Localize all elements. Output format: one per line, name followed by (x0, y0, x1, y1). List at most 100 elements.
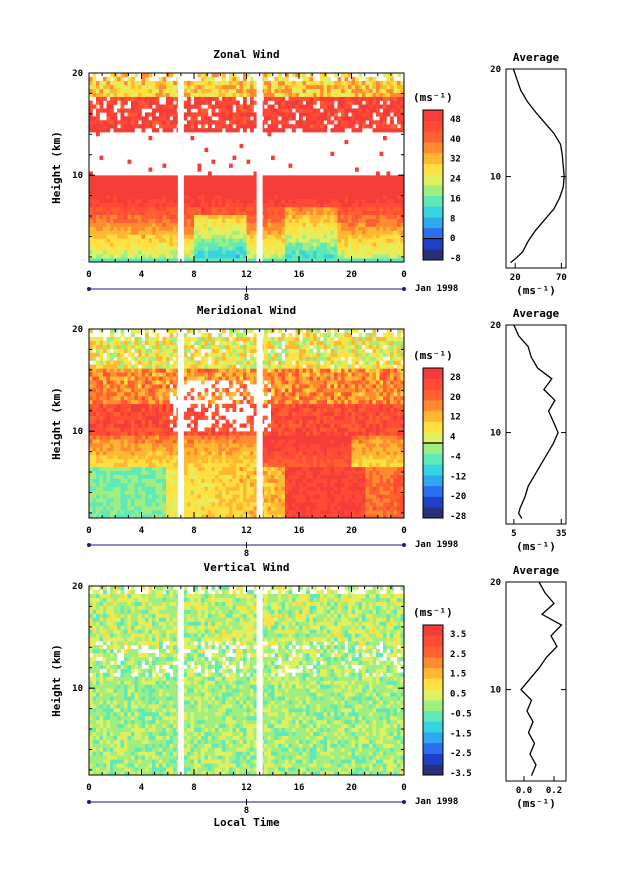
heatmap-cell (166, 179, 170, 184)
heatmap-cell (120, 443, 125, 448)
heatmap-cell (96, 80, 100, 86)
heatmap-cell (155, 80, 160, 86)
heatmap-cell (103, 455, 107, 460)
heatmap-cell (96, 514, 100, 519)
heatmap-cell (379, 202, 384, 208)
heatmap-cell (92, 128, 97, 133)
heatmap-cell (96, 191, 100, 196)
heatmap-cell (306, 191, 310, 196)
heatmap-cell (113, 490, 118, 495)
heatmap-cell (295, 230, 300, 235)
heatmap-cell (127, 482, 132, 487)
heatmap-cell (110, 478, 114, 483)
heatmap-cell (96, 96, 100, 101)
heatmap-cell (96, 195, 100, 200)
heatmap-cell (190, 490, 195, 495)
heatmap-cell (295, 258, 300, 263)
heatmap-cell (239, 84, 244, 90)
heatmap-cell (145, 214, 149, 219)
heatmap-cell (124, 218, 128, 223)
heatmap-cell (229, 447, 233, 452)
heatmap-cell (292, 210, 296, 216)
heatmap-cell (225, 490, 230, 495)
heatmap-cell (124, 191, 128, 196)
heatmap-cell (124, 206, 128, 212)
heatmap-cell (229, 80, 233, 86)
heatmap-cell (229, 226, 233, 231)
heatmap-cell (103, 451, 107, 456)
heatmap-cell (99, 120, 104, 125)
heatmap-cell (190, 187, 195, 192)
heatmap-cell (362, 108, 366, 113)
heatmap-cell (341, 128, 345, 133)
heatmap-cell (236, 206, 240, 212)
heatmap-cell (229, 466, 233, 472)
heatmap-cell (372, 502, 377, 507)
heatmap-cell (334, 88, 338, 93)
heatmap-cell (148, 199, 153, 204)
heatmap-cell (295, 238, 300, 243)
heatmap-cell (306, 76, 310, 82)
heatmap-cell (103, 498, 107, 503)
heatmap-cell (124, 175, 128, 180)
heatmap-cell (376, 199, 380, 204)
heatmap-cell (341, 250, 345, 255)
heatmap-cell (355, 498, 359, 503)
heatmap-cell (344, 112, 349, 117)
heatmap-cell (243, 104, 247, 109)
heatmap-cell (103, 462, 107, 468)
heatmap-cell (103, 494, 107, 499)
heatmap-cell (351, 195, 356, 200)
heatmap-cell (103, 226, 107, 231)
heatmap-cell (127, 128, 132, 133)
heatmap-cell (334, 179, 338, 184)
heatmap-cell (320, 246, 324, 251)
heatmap-cell (323, 242, 328, 247)
heatmap-cell (155, 258, 160, 263)
heatmap-cell (218, 210, 223, 216)
heatmap-cell (372, 108, 377, 113)
heatmap-cell (229, 474, 233, 479)
heatmap-cell (211, 120, 216, 125)
colorbar-segment (423, 206, 443, 218)
heatmap-cell (201, 246, 205, 251)
heatmap-cell (152, 214, 156, 219)
heatmap-cell (239, 124, 244, 129)
heatmap-cell (386, 490, 391, 495)
heatmap-cell (351, 88, 356, 93)
heatmap-cell (204, 88, 209, 93)
heatmap-cell (103, 218, 107, 223)
heatmap-cell (365, 506, 370, 511)
heatmap-cell (288, 458, 293, 464)
heatmap-cell (334, 238, 338, 243)
heatmap-cell (208, 171, 212, 176)
heatmap-cell (99, 100, 104, 105)
heatmap-cell (145, 206, 149, 212)
heatmap-cell (152, 458, 156, 464)
heatmap-cell (208, 506, 212, 511)
heatmap-cell (302, 238, 307, 243)
heatmap-cell (323, 199, 328, 204)
heatmap-cell (190, 234, 195, 239)
heatmap-cell (278, 490, 282, 495)
heatmap-cell (330, 214, 335, 219)
heatmap-cell (134, 506, 139, 511)
heatmap-cell (334, 191, 338, 196)
heatmap-cell (348, 226, 352, 231)
heatmap-cell (358, 451, 363, 456)
heatmap-cell (120, 179, 125, 184)
heatmap-cell (355, 514, 359, 519)
heatmap-cell (194, 104, 198, 109)
heatmap-cell (306, 474, 310, 479)
heatmap-cell (379, 96, 384, 101)
heatmap-cell (337, 80, 342, 86)
heatmap-cell (103, 470, 107, 475)
heatmap-cell (127, 494, 132, 499)
heatmap-cell (208, 96, 212, 101)
heatmap-cell (327, 490, 331, 495)
heatmap-cell (267, 104, 272, 109)
heatmap-cell (208, 254, 212, 259)
heatmap-cell (229, 73, 233, 78)
heatmap-cell (313, 88, 317, 93)
heatmap-cell (124, 510, 128, 515)
